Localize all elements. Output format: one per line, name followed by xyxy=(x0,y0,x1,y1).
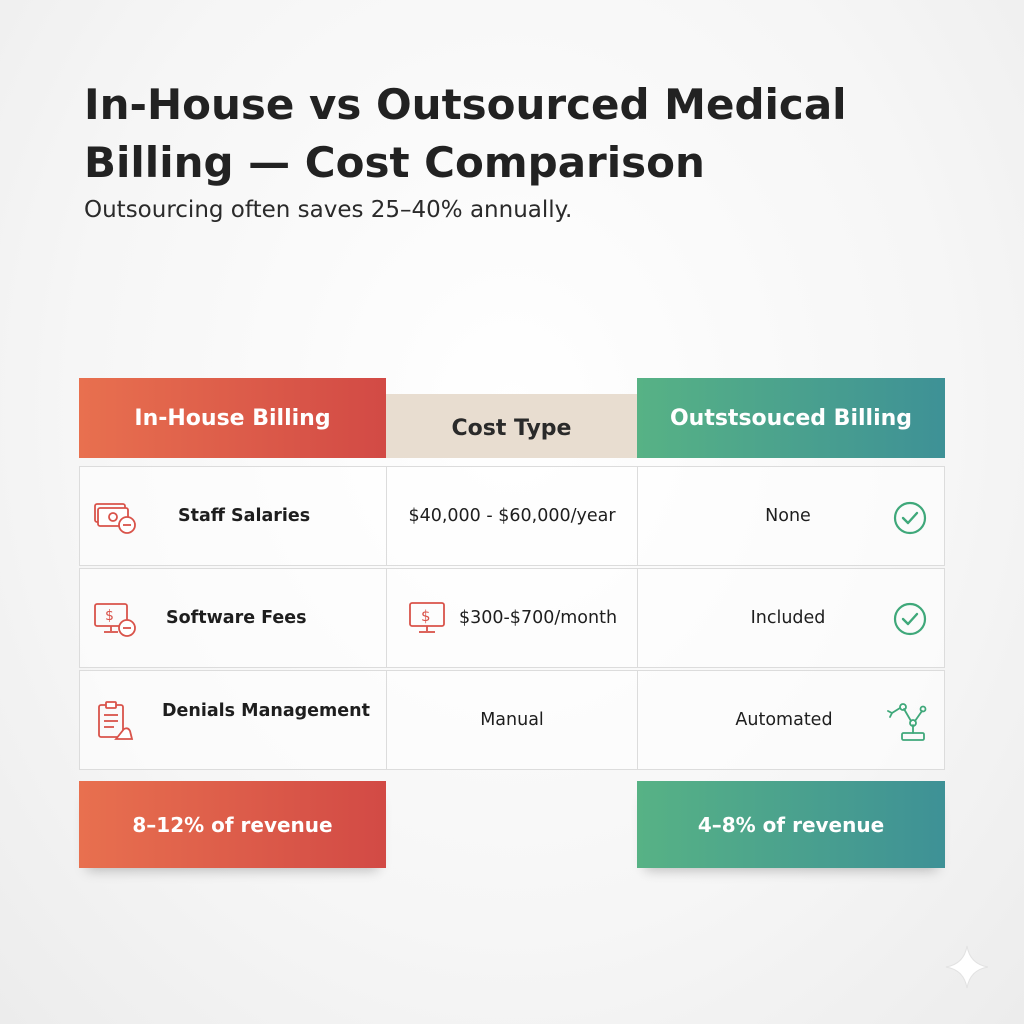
outsourced-cell: Included xyxy=(638,569,946,667)
outsourced-cell: None xyxy=(638,467,946,565)
clipboard-hand-icon xyxy=(98,701,134,740)
monitor-dollar-minus-icon: $ xyxy=(94,603,136,637)
robot-arm-icon xyxy=(887,703,927,741)
comparison-table: In-House Billing Cost Type Outstsouced B… xyxy=(79,378,945,788)
in-house-cost: Manual xyxy=(480,710,544,730)
column-header-cost-type: Cost Type xyxy=(386,394,637,458)
row-label: Software Fees xyxy=(166,608,307,628)
cost-value-cell: Manual xyxy=(387,671,638,769)
page-title: In-House vs Outsourced Medical Billing —… xyxy=(84,80,847,187)
outsourced-cost: Automated xyxy=(735,710,833,730)
cost-value-cell: $ $300-$700/month xyxy=(387,569,638,667)
check-circle-icon xyxy=(893,501,927,535)
in-house-total: 8–12% of revenue xyxy=(79,781,386,868)
page-subtitle: Outsourcing often saves 25–40% annually. xyxy=(84,197,573,223)
row-label-cell: $ Software Fees xyxy=(80,569,387,667)
monitor-dollar-icon: $ xyxy=(409,602,445,633)
row-label-cell: Staff Salaries xyxy=(80,467,387,565)
outsourced-cell: Automated xyxy=(638,671,946,769)
outsourced-total: 4–8% of revenue xyxy=(637,781,945,868)
table-body: Staff Salaries $40,000 - $60,000/year No… xyxy=(79,466,945,770)
column-header-in-house: In-House Billing xyxy=(79,378,386,458)
row-label-cell: Denials Management xyxy=(80,671,387,769)
row-label: Staff Salaries xyxy=(178,506,311,526)
in-house-cost: $300-$700/month xyxy=(458,608,618,628)
table-row: $ Software Fees $ $300-$700/month xyxy=(79,568,945,668)
table-row: Staff Salaries $40,000 - $60,000/year No… xyxy=(79,466,945,566)
cost-value-cell: $40,000 - $60,000/year xyxy=(387,467,638,565)
svg-text:$: $ xyxy=(105,608,114,624)
sparkle-icon xyxy=(945,945,989,989)
column-header-outsourced: Outstsouced Billing xyxy=(637,378,945,458)
outsourced-cost: Included xyxy=(750,608,826,628)
table-row: Denials Management Manual Automated xyxy=(79,670,945,770)
in-house-cost: $40,000 - $60,000/year xyxy=(408,506,616,526)
outsourced-cost: None xyxy=(765,506,811,526)
cash-minus-icon xyxy=(94,503,136,534)
row-label: Denials Management xyxy=(162,701,370,721)
check-circle-icon xyxy=(893,602,927,636)
svg-text:$: $ xyxy=(421,607,431,625)
